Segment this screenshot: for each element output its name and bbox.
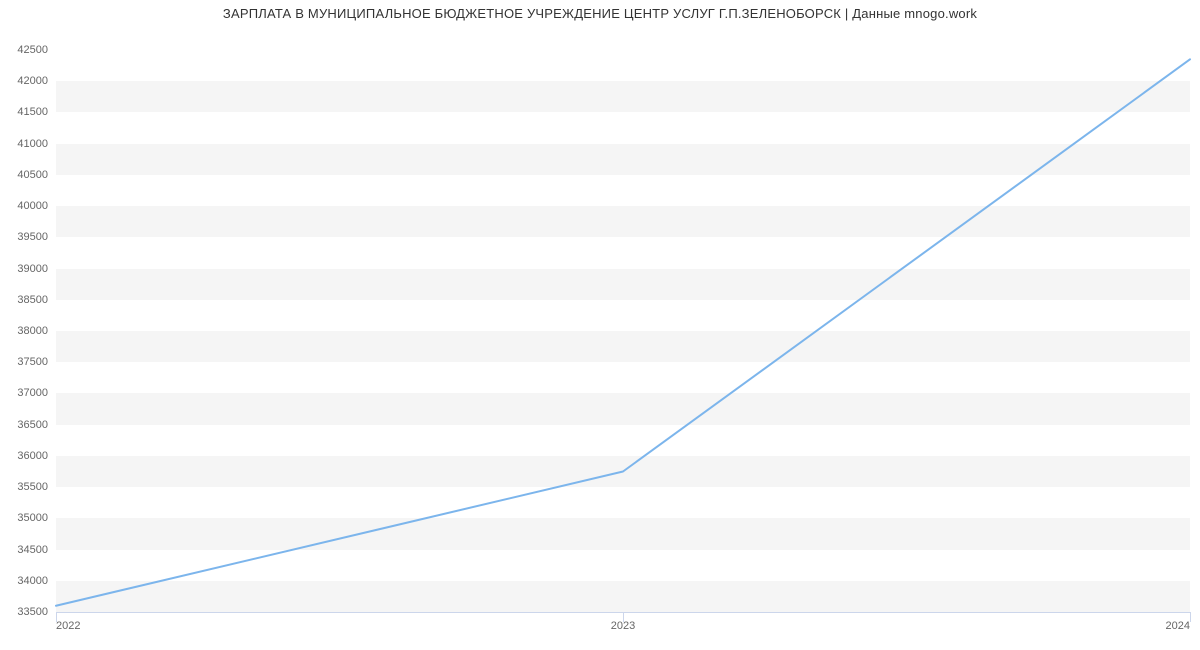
x-tick-mark — [1190, 612, 1191, 622]
y-tick-label: 39000 — [17, 263, 56, 275]
y-tick-label: 42000 — [17, 75, 56, 87]
y-tick-label: 35000 — [17, 512, 56, 524]
y-tick-label: 39500 — [17, 231, 56, 243]
y-tick-label: 38000 — [17, 325, 56, 337]
y-tick-label: 40000 — [17, 200, 56, 212]
y-tick-label: 35500 — [17, 481, 56, 493]
series-line — [56, 59, 1190, 605]
x-tick-label: 2023 — [611, 612, 635, 632]
y-tick-label: 36000 — [17, 450, 56, 462]
y-tick-label: 36500 — [17, 419, 56, 431]
x-tick-label: 2024 — [1166, 612, 1190, 632]
chart-container: ЗАРПЛАТА В МУНИЦИПАЛЬНОЕ БЮДЖЕТНОЕ УЧРЕЖ… — [0, 0, 1200, 650]
y-tick-label: 40500 — [17, 169, 56, 181]
y-tick-label: 41000 — [17, 138, 56, 150]
plot-area: 3350034000345003500035500360003650037000… — [56, 50, 1190, 612]
y-tick-label: 38500 — [17, 294, 56, 306]
line-series-layer — [56, 50, 1190, 612]
y-tick-label: 37000 — [17, 387, 56, 399]
y-tick-label: 42500 — [17, 44, 56, 56]
y-tick-label: 41500 — [17, 106, 56, 118]
y-tick-label: 37500 — [17, 356, 56, 368]
y-tick-label: 34000 — [17, 575, 56, 587]
y-tick-label: 34500 — [17, 544, 56, 556]
x-tick-label: 2022 — [56, 612, 80, 632]
chart-title: ЗАРПЛАТА В МУНИЦИПАЛЬНОЕ БЮДЖЕТНОЕ УЧРЕЖ… — [0, 6, 1200, 21]
y-tick-label: 33500 — [17, 606, 56, 618]
